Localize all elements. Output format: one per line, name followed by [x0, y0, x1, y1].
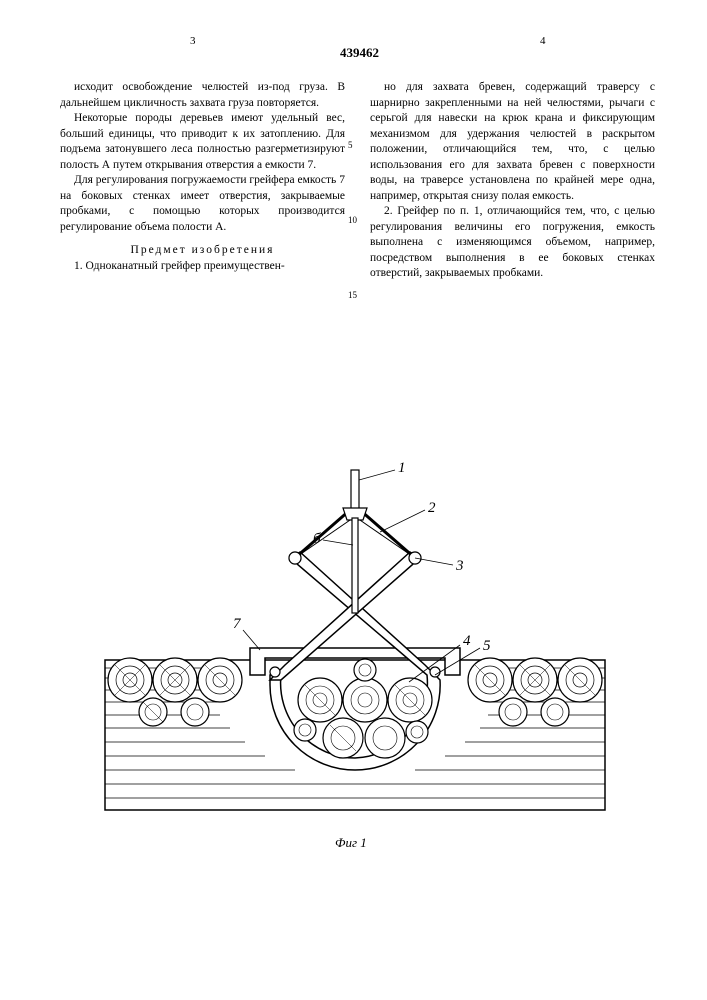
left-column: исходит освобождение челюстей из-под гру… — [60, 80, 345, 282]
page-number-right: 4 — [540, 35, 546, 47]
label-5: 5 — [483, 638, 491, 654]
page-number-left: 3 — [190, 35, 196, 47]
document-number: 439462 — [340, 45, 379, 61]
label-1: 1 — [398, 460, 406, 476]
floating-logs-right — [468, 658, 602, 726]
text-columns: исходит освобождение челюстей из-под гру… — [60, 80, 655, 282]
paragraph: Некоторые породы деревьев имеют удельный… — [60, 111, 345, 173]
right-column: но для захвата бревен, содержащий травер… — [370, 80, 655, 282]
paragraph: но для захвата бревен, содержащий травер… — [370, 80, 655, 204]
paragraph: 1. Одноканатный грейфер преимуществен- — [60, 259, 345, 275]
label-6: б — [313, 531, 321, 547]
label-4: 4 — [463, 633, 471, 649]
line-number-15: 15 — [348, 290, 357, 300]
label-3: 3 — [455, 558, 464, 574]
label-2: 2 — [428, 500, 436, 516]
hook-shackle — [343, 470, 367, 520]
paragraph: 2. Грейфер по п. 1, отличающийся тем, чт… — [370, 204, 655, 282]
figure-caption: Фиг 1 — [335, 835, 367, 851]
paragraph: исходит освобождение челюстей из-под гру… — [60, 80, 345, 111]
paragraph: Для регулирования погружаемости грейфера… — [60, 173, 345, 235]
figure-1: 1 2 3 4 5 б 7 — [95, 450, 615, 830]
section-title: Предмет изобретения — [60, 243, 345, 259]
central-rod — [352, 518, 358, 613]
label-7: 7 — [233, 616, 242, 632]
floating-logs-left — [108, 658, 242, 726]
